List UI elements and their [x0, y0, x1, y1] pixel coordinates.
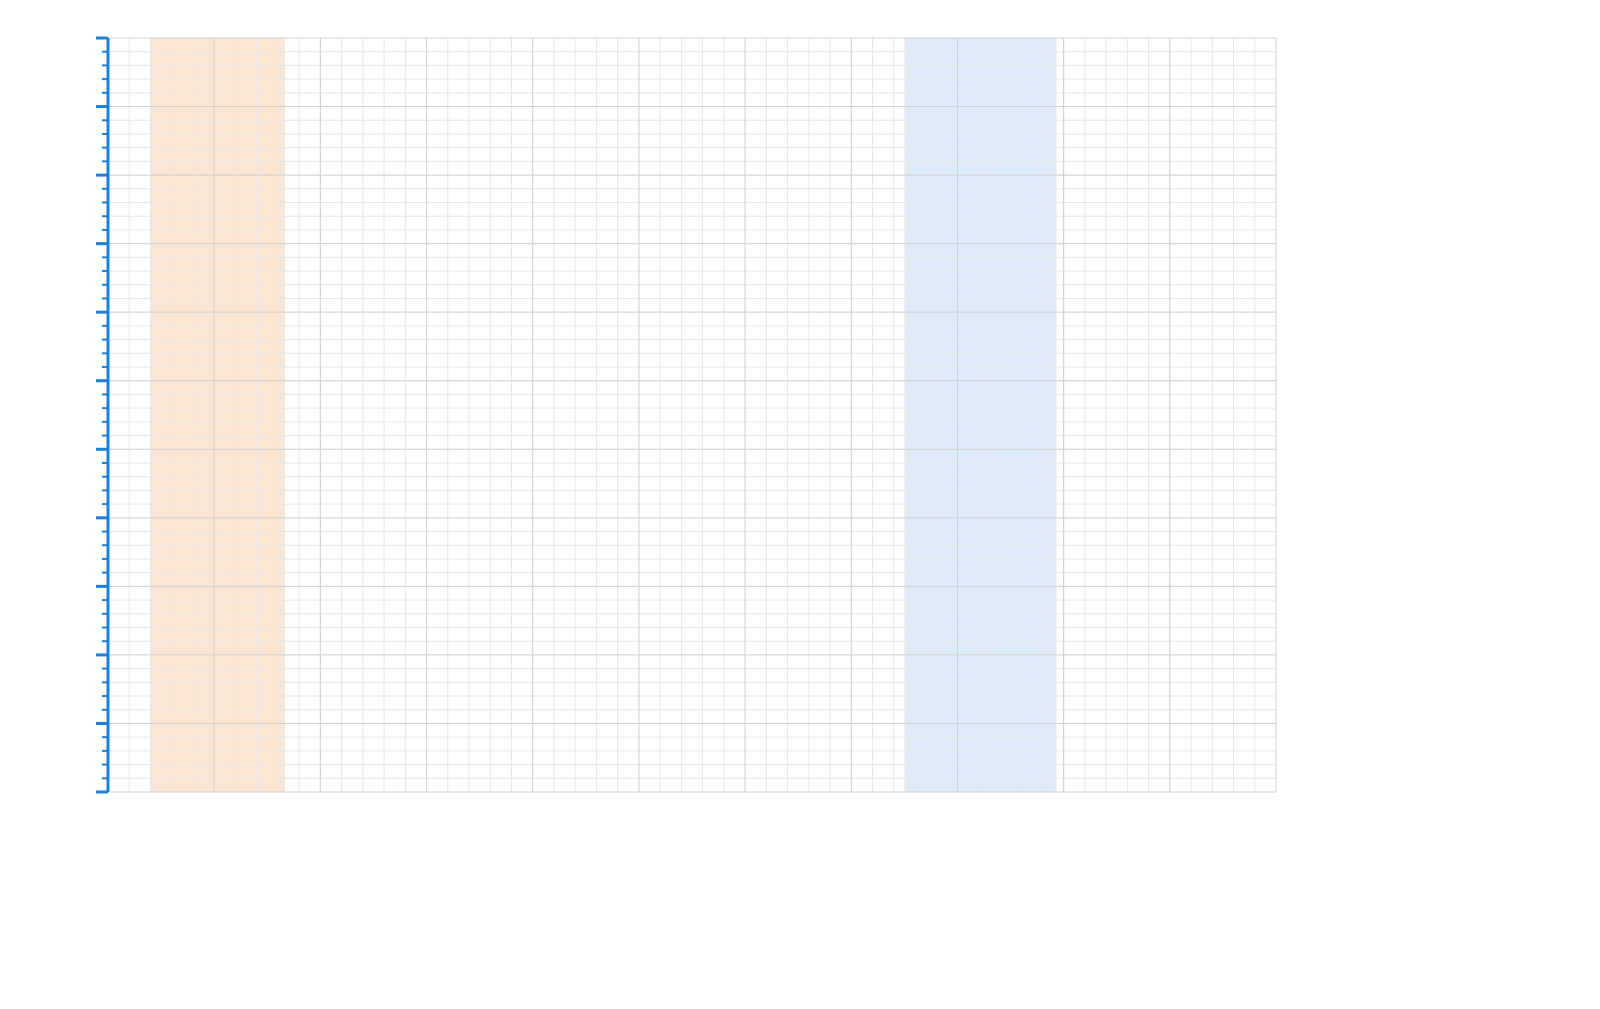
chart-svg [0, 0, 1600, 1009]
highlight-band [150, 38, 284, 792]
gpu-clock-chart [0, 0, 1600, 1009]
highlight-band [904, 38, 1056, 792]
